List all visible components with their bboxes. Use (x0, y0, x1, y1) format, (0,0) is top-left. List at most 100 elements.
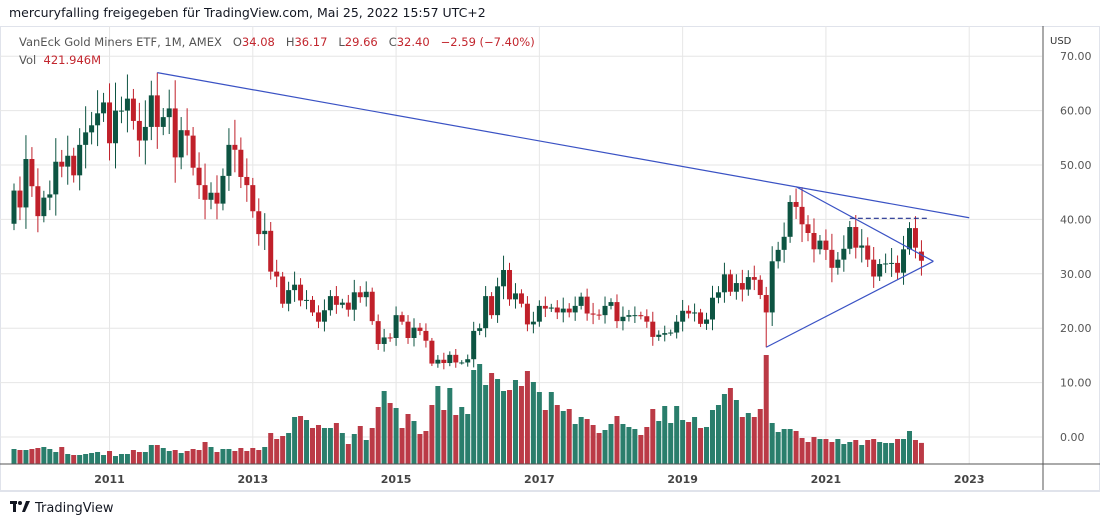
y-tick-label: 40.00 (1060, 213, 1092, 226)
candle (369, 287, 375, 325)
candle-body (429, 340, 435, 364)
candle-body (441, 359, 447, 364)
volume-bar (399, 428, 405, 464)
candle-body (518, 293, 524, 304)
volume-bar (644, 427, 650, 464)
candle (214, 175, 220, 220)
volume-bar (518, 386, 524, 464)
candle (781, 222, 787, 263)
volume-bar (799, 438, 805, 464)
volume-bar (154, 445, 160, 464)
candle-body (381, 337, 387, 344)
candle-body (435, 359, 441, 364)
symbol-legend: VanEck Gold Miners ETF, 1M, AMEX O34.08 … (19, 35, 535, 49)
candle (841, 235, 847, 272)
candle (71, 147, 77, 183)
tradingview-logo[interactable]: TradingView (10, 501, 114, 516)
candle-body (775, 249, 781, 262)
x-tick-label: 2015 (381, 473, 412, 486)
volume-bar (483, 385, 489, 464)
candle-body (620, 316, 626, 322)
candle (399, 311, 405, 325)
candle-body (310, 299, 315, 313)
volume-bar (686, 422, 692, 464)
candle (512, 283, 518, 309)
candle (226, 128, 232, 191)
candle-body (327, 296, 333, 311)
candle (483, 286, 489, 338)
high-label: H (285, 35, 295, 49)
volume-bar (739, 417, 745, 464)
volume-bar (220, 449, 226, 464)
candle-body (423, 330, 429, 341)
candle-body (292, 284, 298, 291)
candle (11, 183, 17, 231)
volume-bar (566, 409, 572, 464)
volume-bar (274, 439, 280, 464)
volume-bar (333, 423, 339, 464)
candle-body (369, 291, 375, 322)
candle-body (483, 296, 489, 329)
volume-bar (339, 433, 345, 464)
volume-bar (405, 414, 411, 464)
tradingview-brand: TradingView (35, 501, 114, 516)
candle (47, 180, 53, 211)
candle-body (339, 302, 345, 305)
volume-bar (865, 440, 871, 464)
volume-bar (632, 429, 638, 464)
x-tick-label: 2023 (954, 473, 985, 486)
candle (548, 303, 554, 312)
candle (35, 168, 41, 233)
candle (536, 300, 542, 327)
candle-body (501, 269, 507, 287)
volume-bar (507, 390, 513, 464)
candle (304, 290, 310, 310)
candle (668, 329, 674, 336)
candle (465, 354, 471, 367)
candle (89, 111, 95, 145)
volume-bar (536, 392, 542, 464)
candle (208, 182, 214, 210)
candle (142, 100, 148, 165)
candle-body (95, 113, 101, 126)
candle-body (238, 149, 244, 177)
symbol-title[interactable]: VanEck Gold Miners ETF, 1M, AMEX (19, 35, 222, 49)
candle-body (763, 295, 769, 313)
volume-label[interactable]: Vol (19, 53, 37, 67)
candle-body (244, 176, 250, 186)
candle-body (721, 274, 727, 293)
candle-body (739, 283, 745, 290)
candle-body (704, 319, 710, 324)
volume-bar (626, 427, 632, 464)
x-tick-label: 2019 (667, 473, 698, 486)
candle-body (495, 286, 501, 316)
volume-bar (727, 388, 733, 464)
volume-bar (208, 447, 214, 464)
volume-bar (178, 453, 184, 464)
candle (124, 74, 130, 133)
volume-bar (429, 405, 435, 464)
candle-body (53, 161, 59, 195)
candle (375, 314, 381, 350)
candle (65, 135, 71, 185)
candle-body (41, 197, 47, 217)
candle (805, 215, 811, 242)
volume-bar (883, 443, 889, 464)
candle-body (286, 290, 292, 304)
candle (477, 323, 483, 336)
candle-body (751, 277, 757, 280)
candle-body (184, 130, 190, 136)
volume-bar (148, 445, 154, 464)
candle (363, 281, 369, 307)
volume-bar (280, 436, 286, 464)
volume-bar (471, 370, 477, 464)
candle (41, 190, 47, 223)
volume-bar (692, 417, 698, 464)
candle (453, 348, 459, 368)
candle-body (548, 307, 554, 309)
candle (184, 108, 190, 156)
volume-legend: Vol 421.946M (19, 53, 101, 67)
candle-body (333, 296, 339, 305)
candle (77, 128, 83, 191)
